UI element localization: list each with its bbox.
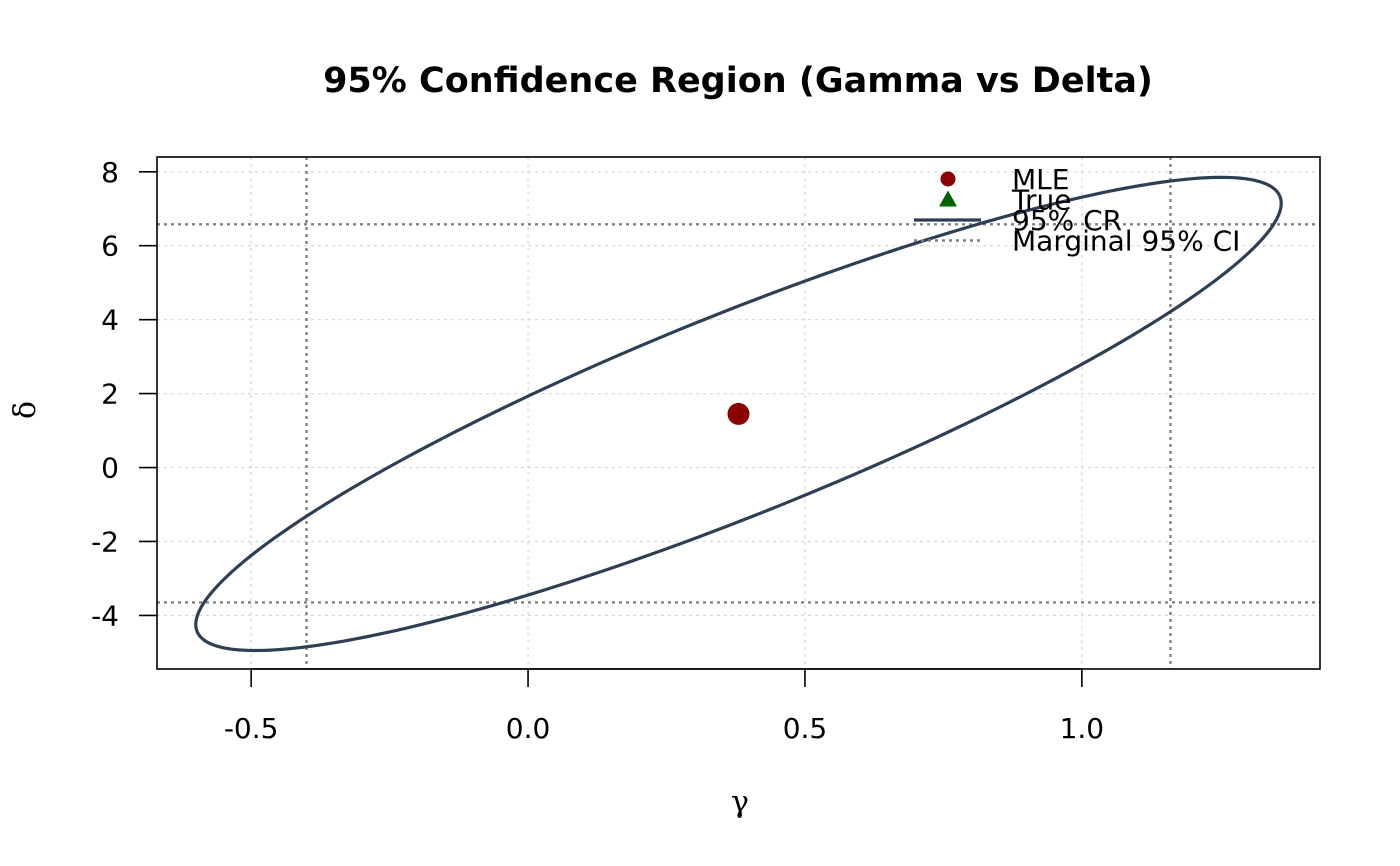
y-tick-label: 0	[101, 452, 119, 485]
x-axis-label: γ	[731, 785, 749, 820]
y-tick-label: 4	[101, 304, 119, 337]
legend-true-marker	[939, 190, 957, 207]
y-tick-label: 8	[101, 156, 119, 189]
x-tick-label: 0.0	[506, 712, 551, 745]
legend-label: True	[1011, 184, 1071, 217]
x-tick-label: 0.5	[783, 712, 828, 745]
y-tick-label: 6	[101, 230, 119, 263]
legend-mle-marker	[940, 171, 956, 187]
x-tick-label: 1.0	[1060, 712, 1105, 745]
mle-point	[727, 402, 750, 425]
x-tick-label: -0.5	[224, 712, 279, 745]
y-tick-label: -4	[91, 599, 119, 632]
legend-label: MLE	[1012, 163, 1069, 196]
legend-label: Marginal 95% CI	[1012, 225, 1240, 258]
legend-label: 95% CR	[1012, 204, 1122, 237]
y-tick-label: 2	[101, 378, 119, 411]
y-axis: -4 -2 0 2 4 6 8	[91, 156, 157, 632]
x-axis: -0.5 0.0 0.5 1.0	[224, 668, 1105, 745]
grid	[157, 157, 1320, 669]
confidence-region	[194, 175, 1283, 653]
y-tick-label: -2	[91, 525, 119, 558]
marginal-ci-lines	[157, 157, 1320, 669]
y-axis-label: δ	[8, 401, 43, 419]
chart-title: 95% Confidence Region (Gamma vs Delta)	[323, 61, 1153, 101]
